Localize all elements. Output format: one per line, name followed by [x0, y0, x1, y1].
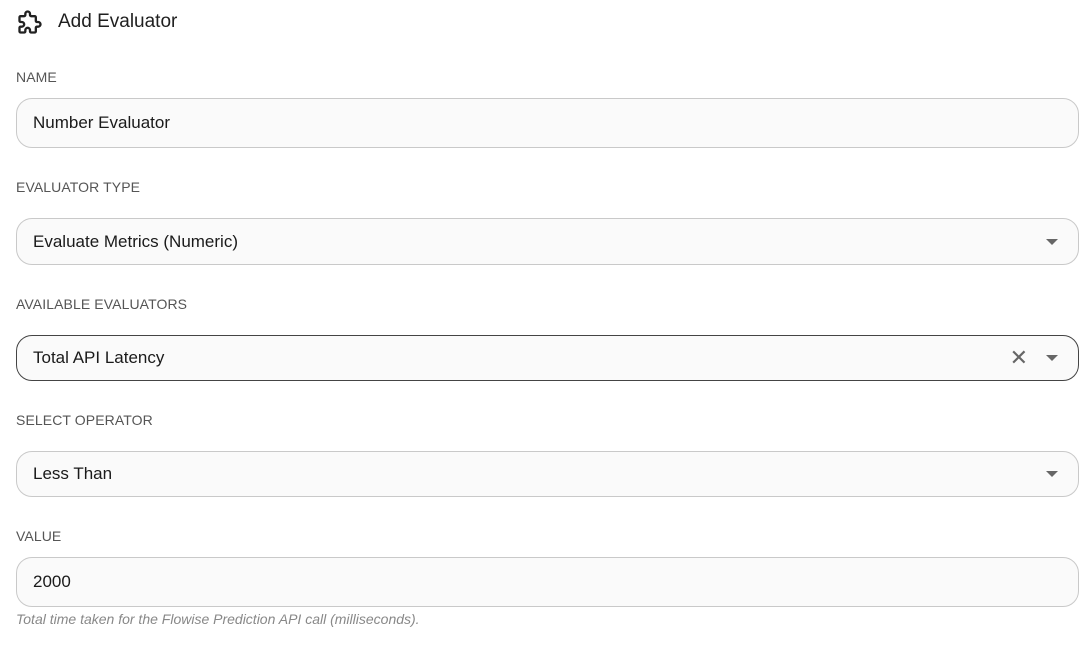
- operator-select[interactable]: Less Than: [16, 451, 1079, 497]
- evaluator-type-select[interactable]: Evaluate Metrics (Numeric): [16, 218, 1079, 265]
- value-input[interactable]: 2000: [16, 557, 1079, 607]
- value-helper-text: Total time taken for the Flowise Predict…: [16, 611, 420, 627]
- dialog-title: Add Evaluator: [58, 11, 178, 32]
- chevron-down-icon[interactable]: [1046, 238, 1058, 245]
- operator-label: SELECT OPERATOR: [16, 412, 153, 428]
- chevron-down-icon[interactable]: [1046, 471, 1058, 477]
- evaluator-type-label: EVALUATOR TYPE: [16, 179, 141, 195]
- chevron-down-icon[interactable]: [1046, 355, 1058, 361]
- available-evaluators-value: Total API Latency: [33, 348, 165, 367]
- dialog-header: Add Evaluator: [16, 8, 177, 36]
- puzzle-icon: [18, 10, 42, 34]
- name-label: NAME: [16, 69, 57, 85]
- available-evaluators-select[interactable]: Total API Latency ✕: [16, 335, 1079, 381]
- value-value: 2000: [33, 572, 71, 591]
- value-label: VALUE: [16, 528, 62, 544]
- evaluator-type-value: Evaluate Metrics (Numeric): [33, 231, 238, 251]
- available-evaluators-label: AVAILABLE EVALUATORS: [16, 296, 188, 312]
- name-value: Number Evaluator: [33, 113, 171, 132]
- close-icon[interactable]: ✕: [1009, 345, 1028, 370]
- operator-value: Less Than: [33, 464, 113, 483]
- name-input[interactable]: Number Evaluator: [16, 98, 1079, 148]
